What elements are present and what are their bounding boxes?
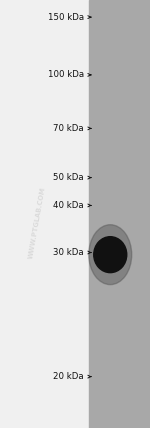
- Text: 100 kDa: 100 kDa: [48, 70, 84, 80]
- Ellipse shape: [89, 225, 132, 285]
- Bar: [0, 0, 89, 428]
- Ellipse shape: [94, 237, 127, 273]
- Text: 50 kDa: 50 kDa: [53, 173, 84, 182]
- Text: 20 kDa: 20 kDa: [53, 372, 84, 381]
- Text: 150 kDa: 150 kDa: [48, 12, 84, 22]
- Bar: [89, 0, 150, 428]
- Text: 70 kDa: 70 kDa: [53, 124, 84, 133]
- Text: 30 kDa: 30 kDa: [53, 248, 84, 257]
- Text: WWW.PTGLAB.COM: WWW.PTGLAB.COM: [28, 186, 47, 259]
- Text: 40 kDa: 40 kDa: [53, 201, 84, 210]
